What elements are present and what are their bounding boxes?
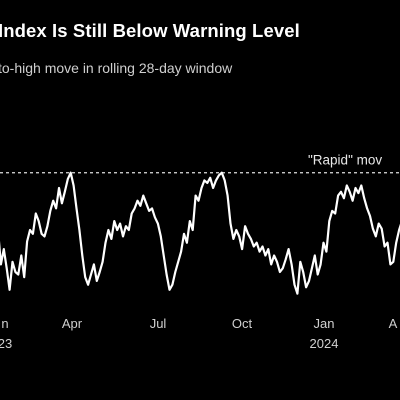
series-line — [0, 171, 400, 295]
x-tick-label: n — [1, 316, 8, 331]
x-tick-label: Jan — [314, 316, 335, 331]
x-tick-label: A — [389, 316, 398, 331]
x-tick-label: Oct — [232, 316, 253, 331]
x-tick-year: 2024 — [310, 336, 339, 351]
x-tick-label: Jul — [150, 316, 167, 331]
chart-subtitle: to-high move in rolling 28-day window — [0, 60, 233, 76]
chart-title: Index Is Still Below Warning Level — [0, 20, 300, 41]
threshold-label: "Rapid" mov — [308, 153, 382, 168]
x-tick-year: 23 — [0, 336, 12, 351]
x-tick-label: Apr — [62, 316, 83, 331]
